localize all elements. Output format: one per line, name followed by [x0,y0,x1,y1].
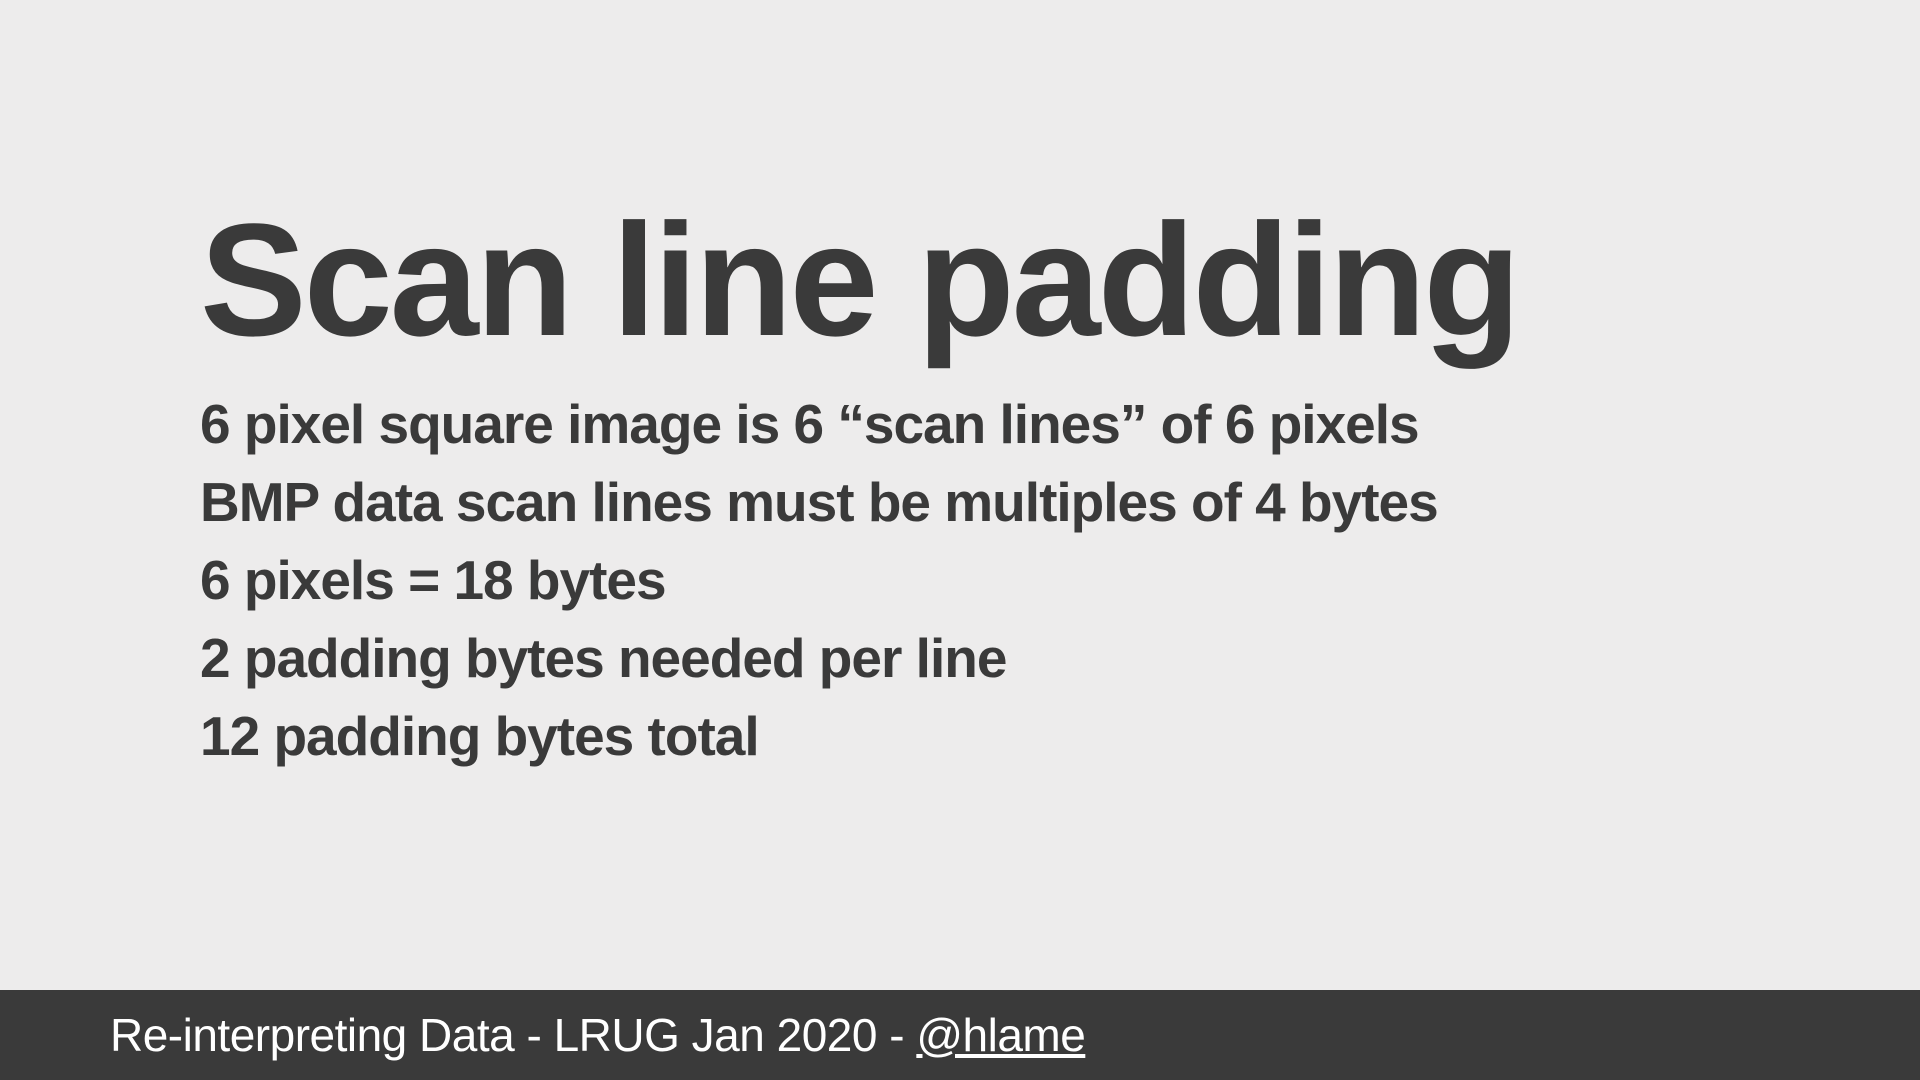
body-line-1: 6 pixel square image is 6 “scan lines” o… [200,385,1720,463]
slide-content: Scan line padding 6 pixel square image i… [0,0,1920,775]
body-line-4: 2 padding bytes needed per line [200,619,1720,697]
slide-title: Scan line padding [200,200,1720,360]
footer: Re-interpreting Data - LRUG Jan 2020 - @… [0,990,1920,1080]
footer-link[interactable]: @hlame [916,1009,1085,1061]
body-line-3: 6 pixels = 18 bytes [200,541,1720,619]
body-line-2: BMP data scan lines must be multiples of… [200,463,1720,541]
footer-prefix: Re-interpreting Data - LRUG Jan 2020 - [110,1009,916,1061]
footer-text: Re-interpreting Data - LRUG Jan 2020 - @… [110,1008,1085,1062]
body-line-5: 12 padding bytes total [200,697,1720,775]
